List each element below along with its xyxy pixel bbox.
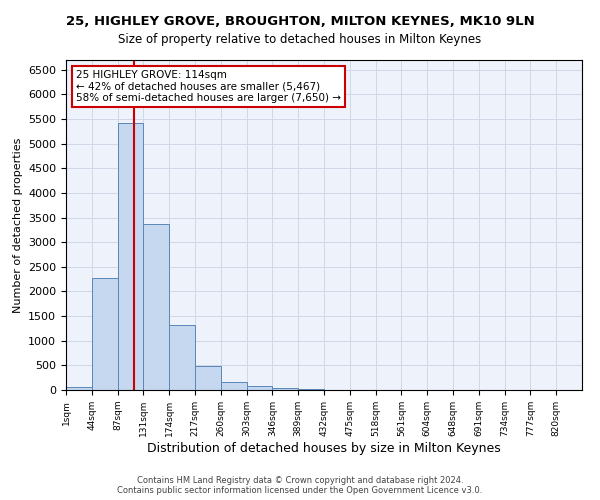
Text: 25, HIGHLEY GROVE, BROUGHTON, MILTON KEYNES, MK10 9LN: 25, HIGHLEY GROVE, BROUGHTON, MILTON KEY… (65, 15, 535, 28)
Bar (221, 382, 247, 390)
Bar (169, 326, 195, 390)
Bar (92, 278, 118, 390)
X-axis label: Distribution of detached houses by size in Milton Keynes: Distribution of detached houses by size … (147, 442, 501, 454)
Text: Size of property relative to detached houses in Milton Keynes: Size of property relative to detached ho… (118, 32, 482, 46)
Bar (272, 388, 298, 390)
Bar (118, 122, 143, 390)
Y-axis label: Number of detached properties: Number of detached properties (13, 138, 23, 312)
Bar (195, 366, 221, 390)
Bar (143, 224, 169, 390)
Bar (66, 386, 92, 390)
Text: 25 HIGHLEY GROVE: 114sqm
← 42% of detached houses are smaller (5,467)
58% of sem: 25 HIGHLEY GROVE: 114sqm ← 42% of detach… (76, 70, 341, 103)
Bar (247, 386, 272, 390)
Bar (298, 389, 324, 390)
Text: Contains HM Land Registry data © Crown copyright and database right 2024.
Contai: Contains HM Land Registry data © Crown c… (118, 476, 482, 495)
